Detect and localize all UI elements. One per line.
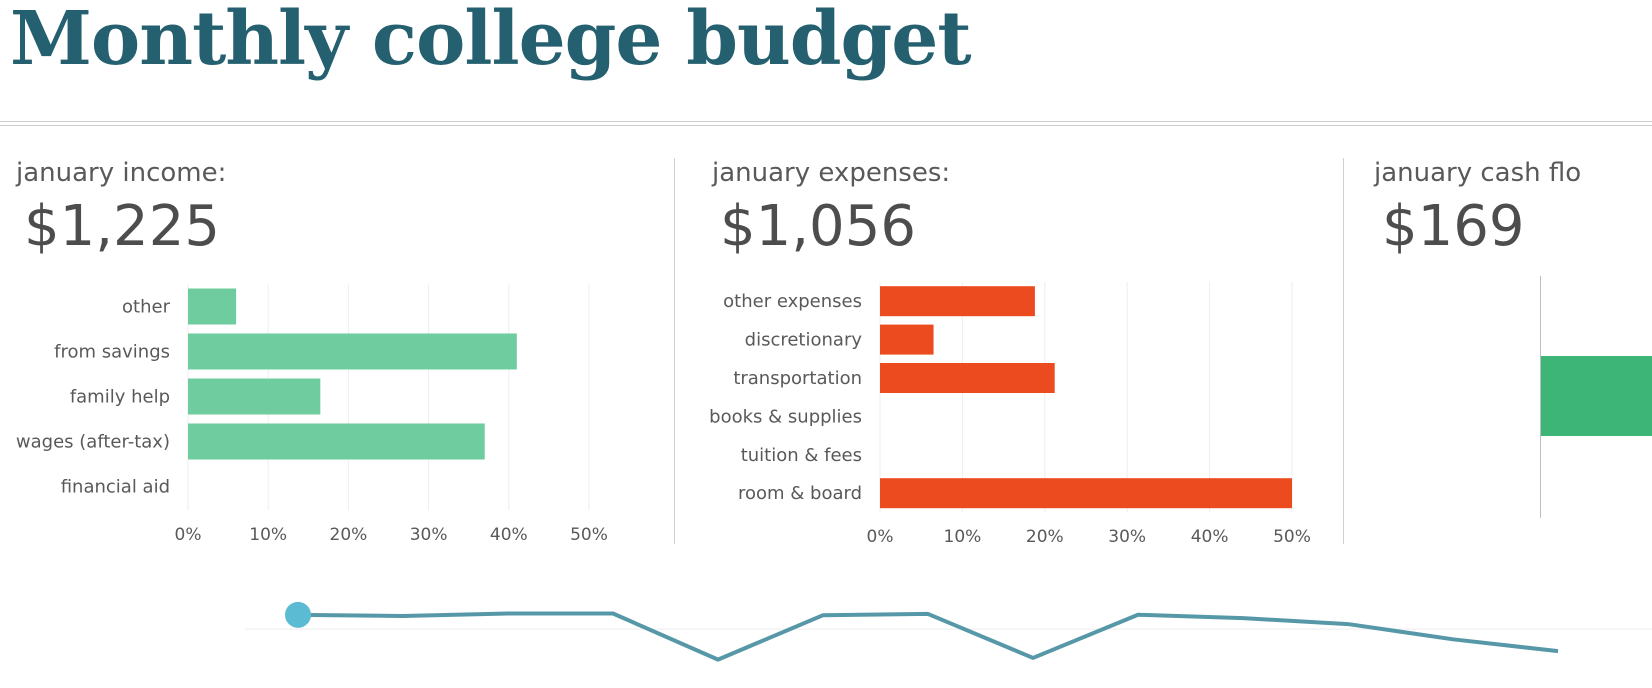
tick-label: 20% [330,525,368,545]
expenses-label: january expenses: [712,158,951,188]
bar [880,478,1292,509]
category-label: tuition & fees [741,445,862,466]
tick-label: 10% [944,527,982,547]
cashflow-label: january cash flo [1374,158,1582,188]
category-label: financial aid [61,477,170,498]
current-month-marker[interactable] [285,601,311,628]
income-chart: 0% 10% 20% 30% 40% 50% other from savings family… [16,284,608,545]
bar [880,286,1035,317]
category-label: other [122,297,171,318]
income-amount: $1,225 [24,194,220,259]
tick-label: 50% [570,525,608,545]
tick-label: 40% [490,525,528,545]
expenses-amount: $1,056 [720,194,916,259]
category-label: discretionary [745,330,863,351]
panel-divider-1 [674,158,675,544]
tick-label: 50% [1273,527,1311,547]
page-title: Monthly college budget [10,0,972,82]
category-label: books & supplies [709,406,862,427]
category-label: transportation [733,368,862,389]
trend-chart [245,601,1652,662]
category-label: family help [70,387,170,408]
trend-line [297,611,1559,662]
bar [188,333,517,370]
tick-label: 0% [867,527,894,547]
tick-label: 20% [1026,527,1064,547]
tick-label: 10% [249,525,287,545]
tick-label: 40% [1191,527,1229,547]
tick-label: 0% [175,525,202,545]
bar [188,423,485,460]
cashflow-axis [1540,276,1541,518]
category-label: room & board [738,483,862,504]
expenses-chart: 0% 10% 20% 30% 40% 50% other expenses discretio… [709,282,1311,547]
bar [880,324,934,355]
bar [880,363,1055,393]
tick-label: 30% [410,525,448,545]
tick-label: 30% [1108,527,1146,547]
category-label: wages (after-tax) [16,432,170,453]
bar [188,378,321,415]
header-divider-secondary [0,125,1652,126]
category-label: from savings [54,342,170,363]
cashflow-bar [1541,356,1652,436]
header-divider [0,121,1652,122]
bar [188,288,237,325]
cashflow-amount: $169 [1382,194,1525,259]
category-label: other expenses [723,291,862,312]
panel-divider-2 [1343,158,1344,544]
income-label: january income: [16,158,227,188]
